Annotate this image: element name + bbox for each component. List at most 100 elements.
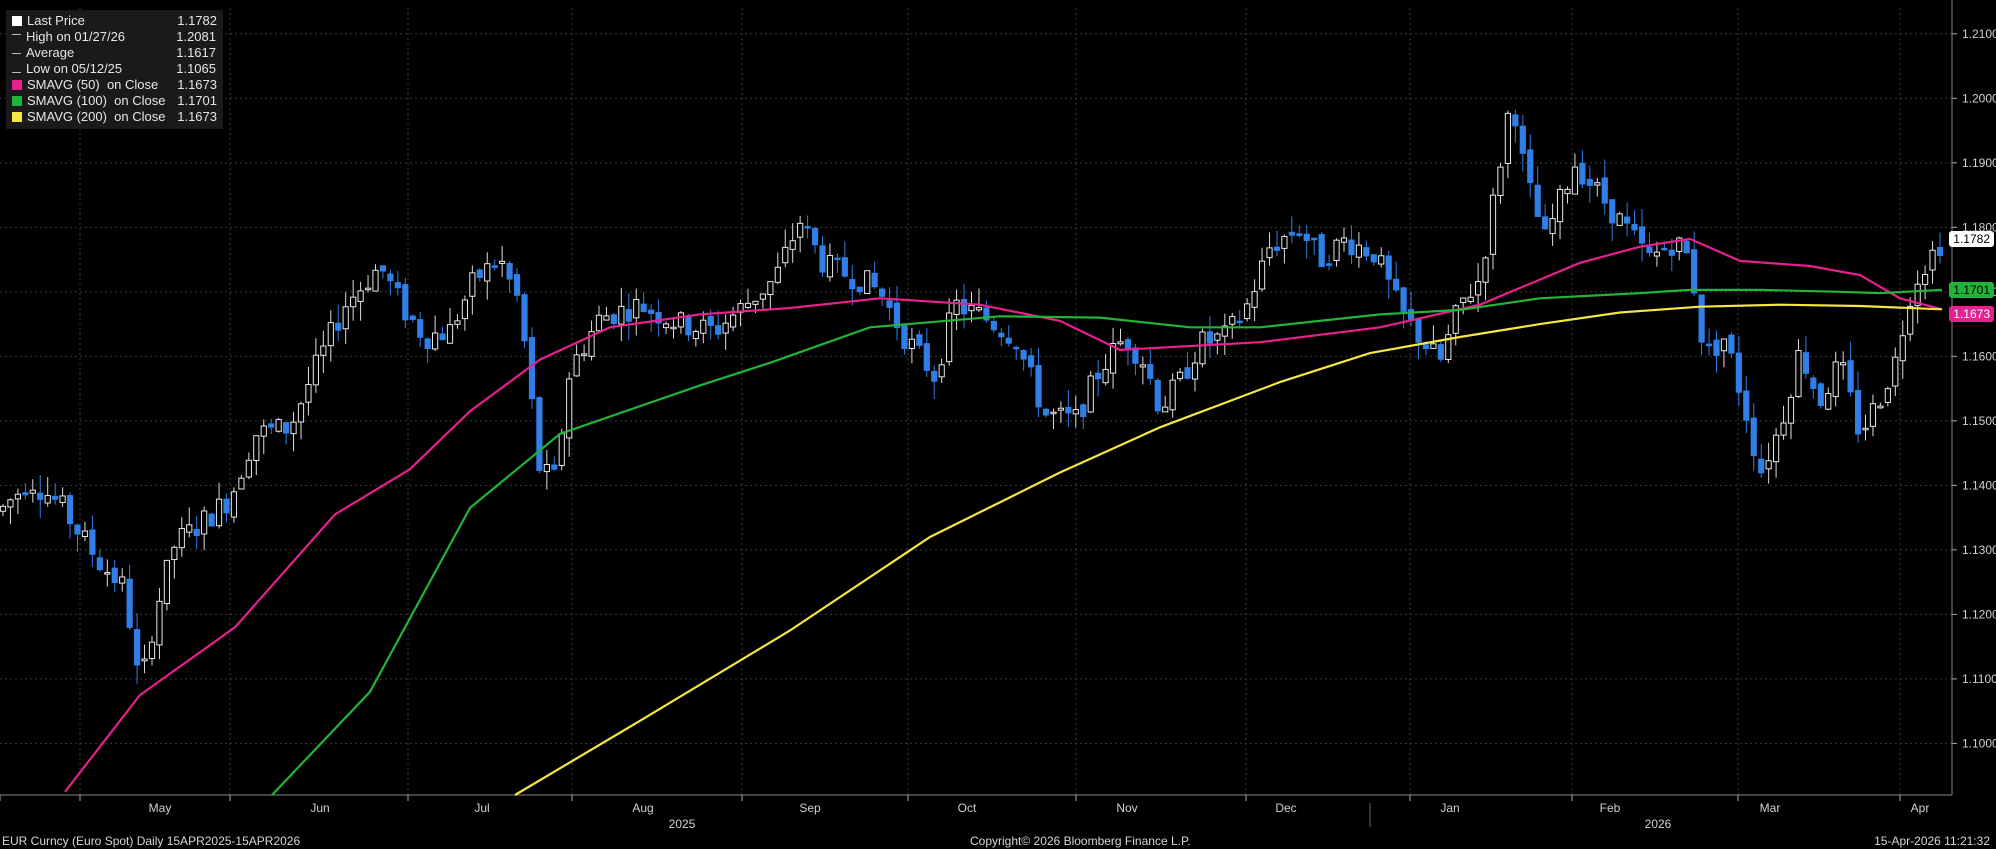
candle-body	[320, 345, 327, 356]
candle-body	[14, 493, 21, 500]
candle-body	[953, 299, 960, 315]
candle-body	[960, 299, 968, 315]
candle-body	[566, 378, 573, 439]
candle-body	[871, 272, 878, 288]
x-tick-label: Apr	[1911, 801, 1930, 815]
candle-body	[1340, 237, 1348, 243]
candle-body	[1773, 434, 1780, 463]
candle-body	[59, 495, 66, 503]
candle-body	[759, 293, 766, 300]
average-marker-icon	[12, 52, 21, 54]
candle-body	[52, 495, 59, 500]
candle-body	[424, 338, 431, 349]
candle-body	[297, 403, 305, 423]
candle-body	[1326, 263, 1333, 266]
candle-body	[662, 323, 670, 329]
candle-body	[1244, 303, 1251, 320]
candle-body	[648, 309, 655, 314]
candle-body	[700, 319, 707, 334]
candle-body	[1862, 427, 1869, 431]
candle-body	[1042, 408, 1050, 416]
candle-body	[521, 294, 528, 342]
candle-body	[1795, 350, 1802, 397]
candle-body	[1832, 361, 1839, 398]
candle-body	[938, 364, 945, 378]
candle-body	[1825, 393, 1832, 410]
candle-body	[744, 302, 752, 308]
legend-row-high: High on 01/27/26 1.2081	[12, 29, 217, 45]
y-tick-label: 1.1100	[1962, 672, 1996, 686]
candle-body	[730, 314, 737, 328]
candle-body	[1661, 247, 1668, 251]
footer-copyright: Copyright© 2026 Bloomberg Finance L.P.	[970, 834, 1191, 848]
candle-body	[1691, 249, 1698, 294]
candle-body	[148, 641, 156, 659]
candle-body	[1109, 343, 1117, 374]
candle-body	[275, 419, 282, 432]
candle-body	[1445, 334, 1452, 360]
candle-body	[1177, 371, 1184, 380]
candle-body	[1013, 346, 1020, 350]
sma50-tag: 1.1673	[1949, 306, 1994, 323]
candle-body	[364, 287, 372, 291]
candle-body	[1929, 249, 1936, 271]
candle-body	[1206, 331, 1214, 344]
y-tick-label: 1.1300	[1962, 543, 1996, 557]
x-tick-label: Dec	[1275, 801, 1296, 815]
candle-body	[1065, 406, 1072, 414]
candle-body	[171, 546, 178, 561]
candle-body	[1460, 297, 1467, 304]
candle-body	[707, 315, 714, 326]
candle-body	[1169, 379, 1176, 411]
candle-body	[1601, 177, 1608, 204]
candle-body	[1497, 166, 1504, 197]
candle-body	[774, 266, 781, 283]
candle-body	[163, 559, 171, 605]
candle-body	[916, 334, 923, 346]
candle-body	[268, 423, 275, 428]
candle-body	[1787, 396, 1795, 424]
candle-body	[193, 528, 200, 537]
candle-body	[1653, 251, 1661, 257]
candle-body	[126, 578, 133, 628]
candle-body	[811, 227, 819, 246]
candle-body	[543, 464, 550, 473]
candle-body	[551, 464, 558, 470]
candle-body	[1847, 360, 1854, 393]
candle-body	[1117, 341, 1124, 345]
candle-body	[372, 269, 379, 292]
candle-body	[223, 498, 230, 514]
candle-body	[1199, 331, 1206, 365]
x-tick-label: Jun	[310, 801, 329, 815]
candle-body	[1728, 334, 1735, 354]
candle-body	[670, 326, 677, 330]
candle-body	[685, 316, 692, 336]
legend-row-sma200: SMAVG (200) on Close 1.1673	[12, 109, 217, 125]
low-marker-icon	[12, 71, 21, 73]
candle-body	[1370, 254, 1377, 263]
candle-body	[506, 263, 513, 280]
candle-body	[469, 272, 476, 297]
x-tick-label: Aug	[632, 801, 653, 815]
candle-body	[1162, 406, 1169, 413]
candle-body	[603, 315, 610, 321]
candle-body	[1095, 372, 1102, 380]
candle-body	[1519, 125, 1526, 154]
candle-body	[1646, 246, 1653, 254]
candle-body	[1057, 407, 1065, 411]
candle-body	[1854, 389, 1862, 435]
candle-body	[1542, 216, 1549, 230]
candle-body	[1676, 237, 1683, 252]
candle-body	[908, 338, 915, 349]
chart-legend: Last Price 1.1782 High on 01/27/26 1.208…	[6, 10, 223, 129]
candle-body	[633, 298, 640, 319]
plot-area	[0, 0, 1952, 795]
candle-body	[1355, 244, 1363, 258]
candle-body	[1720, 338, 1728, 352]
y-tick-label: 1.1200	[1962, 607, 1996, 621]
candle-body	[1758, 458, 1765, 474]
x-tick-label: Sep	[799, 801, 821, 815]
candle-body	[1050, 411, 1057, 415]
sma100-marker-icon	[12, 96, 22, 106]
candle-body	[89, 529, 96, 555]
